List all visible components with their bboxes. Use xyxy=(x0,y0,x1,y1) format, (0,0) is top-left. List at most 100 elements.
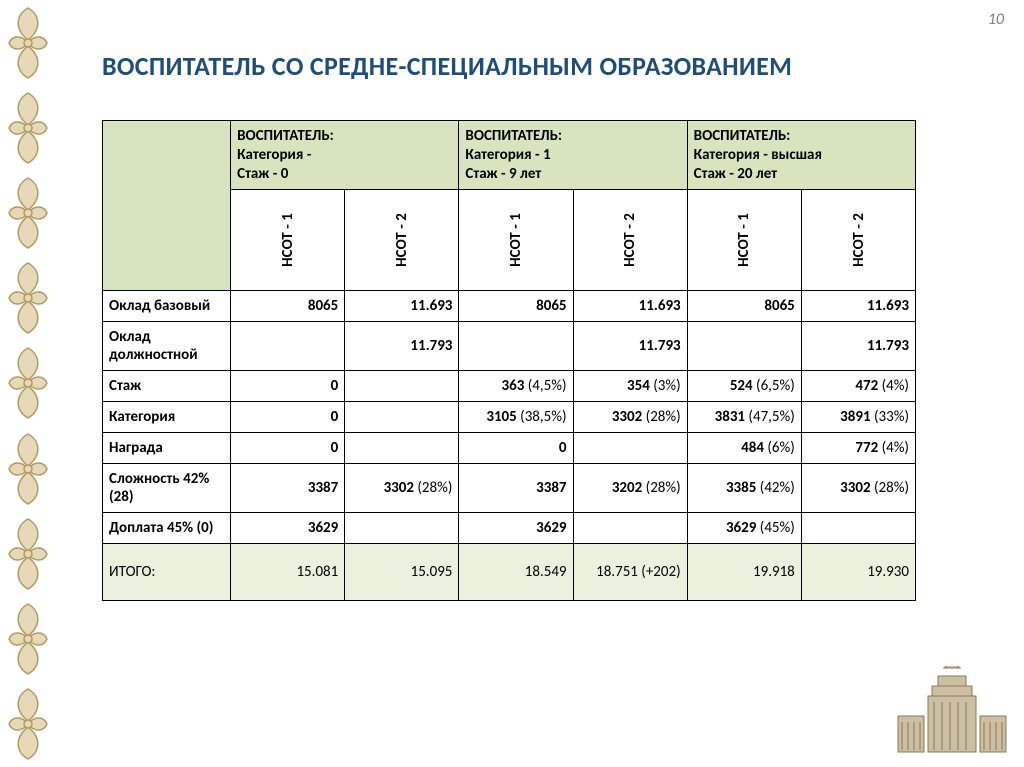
value-cell xyxy=(459,322,573,371)
ornament-tile xyxy=(0,511,56,596)
ornament-tile xyxy=(0,170,56,255)
table-head: ВОСПИТАТЕЛЬ: Категория - Стаж - 0 ВОСПИТ… xyxy=(103,121,916,291)
group-header: ВОСПИТАТЕЛЬ: Категория - Стаж - 0 xyxy=(231,121,459,190)
totals-row: ИТОГО:15.08115.09518.54918.751 (+202)19.… xyxy=(103,544,916,601)
ornament-tile xyxy=(0,256,56,341)
sub-header: НСОТ - 2 xyxy=(345,190,459,291)
row-label: Оклад базовый xyxy=(103,291,231,322)
group-header: ВОСПИТАТЕЛЬ: Категория - высшая Стаж - 2… xyxy=(687,121,915,190)
group-line: Категория - xyxy=(237,146,311,164)
salary-table-wrap: ВОСПИТАТЕЛЬ: Категория - Стаж - 0 ВОСПИТ… xyxy=(102,120,916,601)
value-cell: 3629 (45%) xyxy=(687,513,801,544)
group-line: ВОСПИТАТЕЛЬ: xyxy=(694,127,791,145)
row-label: Оклад должностной xyxy=(103,322,231,371)
page-number: 10 xyxy=(988,10,1004,29)
value-cell: 3302 (28%) xyxy=(573,402,687,433)
value-cell: 3387 xyxy=(231,464,345,513)
building-icon xyxy=(892,666,1012,759)
ornament-tile xyxy=(0,682,56,767)
value-cell xyxy=(345,513,459,544)
value-cell: 3302 (28%) xyxy=(801,464,915,513)
value-cell: 8065 xyxy=(459,291,573,322)
row-label: Доплата 45% (0) xyxy=(103,513,231,544)
value-cell: 484 (6%) xyxy=(687,433,801,464)
value-cell: 3831 (47,5%) xyxy=(687,402,801,433)
value-cell: 3891 (33%) xyxy=(801,402,915,433)
value-cell: 8065 xyxy=(687,291,801,322)
value-cell xyxy=(345,433,459,464)
value-cell xyxy=(573,433,687,464)
totals-cell: 19.930 xyxy=(801,544,915,601)
totals-cell: 15.095 xyxy=(345,544,459,601)
table-row: Оклад базовый806511.693806511.693806511.… xyxy=(103,291,916,322)
blank-corner xyxy=(103,121,231,291)
totals-cell: 18.549 xyxy=(459,544,573,601)
totals-cell: 18.751 (+202) xyxy=(573,544,687,601)
sub-header: НСОТ - 2 xyxy=(573,190,687,291)
table-row: Стаж0 363 (4,5%)354 (3%)524 (6,5%)472 (4%… xyxy=(103,371,916,402)
sub-header-text: НСОТ - 1 xyxy=(735,213,753,267)
table-row: Категория0 3105 (38,5%)3302 (28%)3831 (47… xyxy=(103,402,916,433)
group-line: Категория - высшая xyxy=(694,146,822,164)
ornament-tile xyxy=(0,0,56,85)
value-cell: 0 xyxy=(231,371,345,402)
sub-header-text: НСОТ - 2 xyxy=(393,213,411,267)
value-cell: 11.793 xyxy=(801,322,915,371)
totals-label: ИТОГО: xyxy=(103,544,231,601)
value-cell: 472 (4%) xyxy=(801,371,915,402)
group-line: ВОСПИТАТЕЛЬ: xyxy=(237,127,334,145)
value-cell: 363 (4,5%) xyxy=(459,371,573,402)
value-cell: 8065 xyxy=(231,291,345,322)
value-cell xyxy=(573,513,687,544)
value-cell xyxy=(231,322,345,371)
sub-header: НСОТ - 1 xyxy=(687,190,801,291)
value-cell: 524 (6,5%) xyxy=(687,371,801,402)
ornament-tile xyxy=(0,341,56,426)
value-cell: 3385 (42%) xyxy=(687,464,801,513)
ornament-tile xyxy=(0,85,56,170)
value-cell: 354 (3%) xyxy=(573,371,687,402)
value-cell: 3629 xyxy=(459,513,573,544)
totals-cell: 19.918 xyxy=(687,544,801,601)
ornament-tile xyxy=(0,597,56,682)
value-cell: 3302 (28%) xyxy=(345,464,459,513)
value-cell: 3629 xyxy=(231,513,345,544)
value-cell: 0 xyxy=(231,433,345,464)
value-cell: 11.793 xyxy=(573,322,687,371)
value-cell: 11.793 xyxy=(345,322,459,371)
value-cell xyxy=(345,371,459,402)
salary-table: ВОСПИТАТЕЛЬ: Категория - Стаж - 0 ВОСПИТ… xyxy=(102,120,916,601)
row-label: Стаж xyxy=(103,371,231,402)
value-cell: 11.693 xyxy=(573,291,687,322)
group-line: Стаж - 20 лет xyxy=(694,165,777,183)
table-row: Доплата 45% (0)362936293629 (45%) xyxy=(103,513,916,544)
sub-header-text: НСОТ - 2 xyxy=(849,213,867,267)
group-header-row: ВОСПИТАТЕЛЬ: Категория - Стаж - 0 ВОСПИТ… xyxy=(103,121,916,190)
table-body: Оклад базовый806511.693806511.693806511.… xyxy=(103,291,916,601)
value-cell: 11.693 xyxy=(801,291,915,322)
value-cell xyxy=(687,322,801,371)
table-row: Награда00484 (6%)772 (4%) xyxy=(103,433,916,464)
value-cell: 0 xyxy=(231,402,345,433)
group-line: Категория - 1 xyxy=(465,146,550,164)
sub-header-text: НСОТ - 1 xyxy=(279,213,297,267)
row-label: Категория xyxy=(103,402,231,433)
sub-header: НСОТ - 1 xyxy=(459,190,573,291)
value-cell: 3105 (38,5%) xyxy=(459,402,573,433)
group-line: Стаж - 9 лет xyxy=(465,165,541,183)
row-label: Награда xyxy=(103,433,231,464)
group-header: ВОСПИТАТЕЛЬ: Категория - 1 Стаж - 9 лет xyxy=(459,121,687,190)
value-cell: 3387 xyxy=(459,464,573,513)
value-cell xyxy=(345,402,459,433)
page-title: ВОСПИТАТЕЛЬ СО СРЕДНЕ-СПЕЦИАЛЬНЫМ ОБРАЗО… xyxy=(102,50,792,82)
sub-header-text: НСОТ - 1 xyxy=(507,213,525,267)
sub-header: НСОТ - 2 xyxy=(801,190,915,291)
value-cell: 772 (4%) xyxy=(801,433,915,464)
value-cell xyxy=(801,513,915,544)
table-row: Сложность 42% (28)33873302 (28%)33873202… xyxy=(103,464,916,513)
value-cell: 0 xyxy=(459,433,573,464)
ornament-tile xyxy=(0,426,56,511)
group-line: ВОСПИТАТЕЛЬ: xyxy=(465,127,562,145)
group-line: Стаж - 0 xyxy=(237,165,288,183)
row-label: Сложность 42% (28) xyxy=(103,464,231,513)
